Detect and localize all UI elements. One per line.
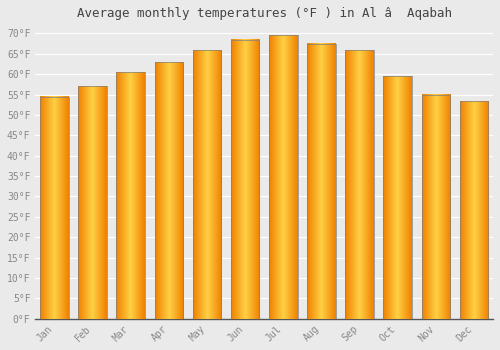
- Bar: [192, 50, 222, 318]
- Bar: [116, 72, 145, 318]
- Bar: [307, 44, 336, 318]
- Bar: [154, 62, 183, 318]
- Bar: [40, 97, 68, 318]
- Bar: [269, 35, 298, 319]
- Bar: [422, 94, 450, 318]
- Bar: [231, 40, 260, 318]
- Bar: [384, 76, 412, 318]
- Bar: [78, 86, 107, 318]
- Bar: [460, 101, 488, 319]
- Title: Average monthly temperatures (°F ) in Al â  Aqabah: Average monthly temperatures (°F ) in Al…: [76, 7, 452, 20]
- Bar: [345, 50, 374, 318]
